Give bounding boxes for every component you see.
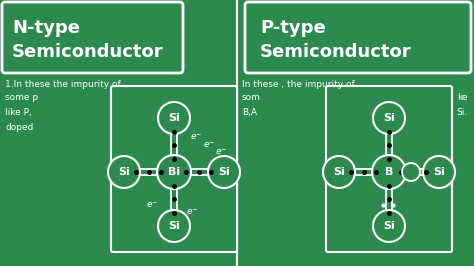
Text: $\mathit{e}^{-}$: $\mathit{e}^{-}$ (215, 147, 228, 157)
Text: Bi: Bi (168, 167, 180, 177)
Text: Si: Si (168, 221, 180, 231)
Circle shape (373, 210, 405, 242)
Text: some p: some p (5, 93, 38, 102)
Circle shape (323, 156, 355, 188)
Text: $\mathit{e}^{-}$: $\mathit{e}^{-}$ (190, 132, 202, 142)
Text: Si: Si (383, 221, 395, 231)
FancyBboxPatch shape (2, 2, 183, 73)
Text: Semiconductor: Semiconductor (12, 43, 164, 61)
Text: Si: Si (383, 113, 395, 123)
Text: som: som (242, 93, 261, 102)
Text: 1.In these the impurity of: 1.In these the impurity of (5, 80, 121, 89)
Circle shape (108, 156, 140, 188)
Circle shape (208, 156, 240, 188)
Text: ke: ke (457, 93, 468, 102)
Circle shape (423, 156, 455, 188)
Text: $\mathit{e}^{-}$: $\mathit{e}^{-}$ (186, 207, 198, 217)
Text: Si.: Si. (457, 108, 468, 117)
Circle shape (158, 210, 190, 242)
Text: $\mathit{e}^{-}$: $\mathit{e}^{-}$ (146, 200, 158, 210)
Circle shape (372, 155, 406, 189)
Circle shape (373, 102, 405, 134)
Text: Si: Si (218, 167, 230, 177)
FancyBboxPatch shape (326, 86, 452, 252)
Circle shape (158, 102, 190, 134)
Text: like P,: like P, (5, 108, 32, 117)
Text: $\mathit{e}^{-}$: $\mathit{e}^{-}$ (203, 140, 215, 150)
Text: doped: doped (5, 123, 33, 132)
FancyBboxPatch shape (111, 86, 237, 252)
Text: P-type: P-type (260, 19, 326, 37)
Text: Si: Si (433, 167, 445, 177)
Text: Si: Si (168, 113, 180, 123)
Text: In these , the impurity of: In these , the impurity of (242, 80, 355, 89)
Circle shape (402, 163, 420, 181)
Circle shape (157, 155, 191, 189)
Text: Si: Si (333, 167, 345, 177)
Text: B: B (385, 167, 393, 177)
FancyBboxPatch shape (245, 2, 471, 73)
Text: Si: Si (118, 167, 130, 177)
Text: B,A: B,A (242, 108, 257, 117)
Text: Semiconductor: Semiconductor (260, 43, 411, 61)
Text: N-type: N-type (12, 19, 80, 37)
